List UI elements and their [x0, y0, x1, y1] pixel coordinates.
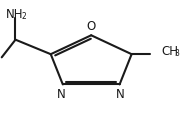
Text: CH: CH: [161, 44, 178, 58]
Text: N: N: [57, 88, 66, 101]
Text: NH: NH: [6, 8, 24, 21]
Text: O: O: [87, 20, 96, 33]
Text: 2: 2: [21, 12, 26, 21]
Text: 3: 3: [175, 49, 179, 58]
Text: N: N: [116, 88, 125, 101]
